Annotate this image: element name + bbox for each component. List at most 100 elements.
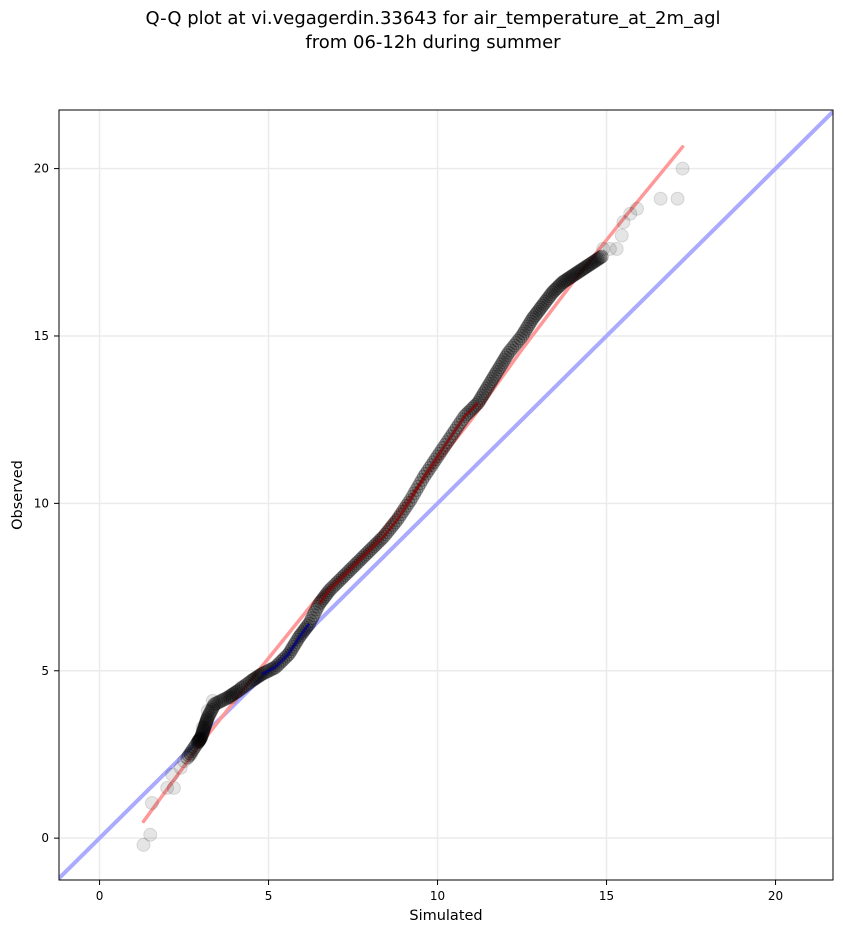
plot-frame bbox=[58, 109, 834, 881]
data-point bbox=[522, 317, 537, 332]
data-point bbox=[196, 723, 211, 738]
data-point bbox=[222, 689, 237, 704]
data-point bbox=[186, 742, 201, 757]
data-point bbox=[187, 740, 202, 755]
data-point bbox=[205, 701, 220, 716]
data-point bbox=[541, 291, 556, 306]
data-point bbox=[484, 374, 499, 389]
data-point bbox=[201, 708, 216, 723]
data-point bbox=[588, 253, 603, 268]
data-point bbox=[590, 252, 605, 267]
data-point bbox=[584, 256, 599, 271]
data-point bbox=[593, 250, 608, 265]
x-tick-label: 15 bbox=[599, 889, 614, 903]
data-point bbox=[629, 201, 644, 216]
y-ticks: 0 5 10 15 20 bbox=[34, 162, 59, 845]
data-point bbox=[515, 328, 530, 343]
data-point bbox=[211, 695, 226, 710]
data-point bbox=[204, 702, 219, 717]
data-point bbox=[562, 270, 577, 285]
data-point bbox=[217, 692, 232, 707]
data-point bbox=[675, 161, 690, 176]
data-point bbox=[196, 722, 211, 737]
data-point bbox=[574, 262, 589, 277]
data-point bbox=[494, 357, 509, 372]
data-point bbox=[228, 685, 243, 700]
data-point bbox=[565, 268, 580, 283]
data-point bbox=[180, 750, 195, 765]
data-point bbox=[525, 312, 540, 327]
data-point bbox=[536, 296, 551, 311]
data-point bbox=[511, 333, 526, 348]
data-point bbox=[207, 697, 222, 712]
data-point bbox=[533, 300, 548, 315]
data-point bbox=[488, 367, 503, 382]
data-point bbox=[200, 710, 215, 725]
data-point bbox=[481, 379, 496, 394]
data-point bbox=[572, 263, 587, 278]
data-point bbox=[215, 693, 230, 708]
x-tick-label: 10 bbox=[430, 889, 445, 903]
data-point bbox=[485, 372, 500, 387]
data-point bbox=[479, 381, 494, 396]
data-point bbox=[568, 266, 583, 281]
data-point bbox=[225, 687, 240, 702]
data-point bbox=[581, 258, 596, 273]
data-point bbox=[223, 688, 238, 703]
data-point bbox=[165, 767, 180, 782]
data-point bbox=[202, 706, 217, 721]
data-point bbox=[577, 261, 592, 276]
data-point bbox=[199, 714, 214, 729]
data-point bbox=[197, 720, 212, 735]
data-point bbox=[205, 693, 220, 708]
data-point bbox=[580, 259, 595, 274]
data-point bbox=[578, 260, 593, 275]
data-point bbox=[529, 306, 544, 321]
chart-title-line2: from 06-12h during summer bbox=[305, 32, 561, 53]
data-point bbox=[513, 331, 528, 346]
x-axis-label: Simulated bbox=[409, 908, 482, 924]
data-point bbox=[498, 350, 513, 365]
data-point bbox=[144, 796, 159, 810]
data-point bbox=[596, 241, 611, 256]
data-point bbox=[609, 241, 624, 256]
data-point bbox=[194, 729, 209, 744]
data-point bbox=[199, 713, 214, 728]
y-tick-label: 15 bbox=[34, 329, 49, 343]
data-point bbox=[586, 255, 601, 270]
data-point bbox=[526, 310, 541, 325]
data-point bbox=[191, 735, 206, 750]
data-point bbox=[555, 275, 570, 290]
data-point bbox=[476, 386, 491, 401]
data-point bbox=[530, 304, 545, 319]
data-point bbox=[549, 281, 564, 296]
data-point bbox=[497, 352, 512, 367]
data-point bbox=[190, 735, 205, 750]
data-point bbox=[570, 265, 585, 280]
x-tick-label: 5 bbox=[265, 889, 273, 903]
data-point bbox=[500, 348, 515, 363]
data-point bbox=[238, 678, 253, 693]
data-point bbox=[503, 343, 518, 358]
data-point bbox=[616, 215, 631, 230]
data-point bbox=[492, 360, 507, 375]
data-point bbox=[564, 269, 579, 284]
y-tick-label: 20 bbox=[34, 162, 49, 176]
data-point bbox=[195, 726, 210, 741]
data-point bbox=[552, 278, 567, 293]
data-point bbox=[244, 673, 259, 688]
data-point bbox=[583, 257, 598, 272]
data-point bbox=[571, 264, 586, 279]
data-point bbox=[181, 748, 196, 763]
data-point bbox=[482, 376, 497, 391]
data-point bbox=[602, 241, 617, 256]
data-point bbox=[532, 302, 547, 317]
data-point bbox=[173, 760, 188, 775]
data-point bbox=[507, 338, 522, 353]
data-point bbox=[191, 734, 206, 749]
data-point bbox=[594, 249, 609, 264]
data-point bbox=[548, 282, 563, 297]
x-tick-label: 20 bbox=[768, 889, 783, 903]
colored-segment bbox=[318, 401, 480, 605]
